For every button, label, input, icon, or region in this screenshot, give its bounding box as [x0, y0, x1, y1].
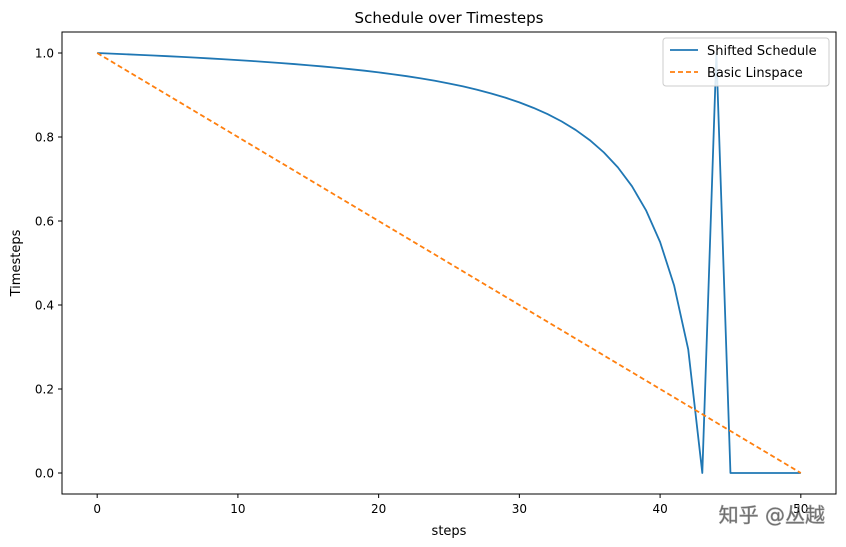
series-line-shifted-schedule [97, 52, 801, 474]
y-tick-label: 0.2 [35, 383, 54, 397]
series-layer [96, 52, 802, 474]
x-tick-label: 10 [230, 502, 245, 516]
x-tick-label: 40 [652, 502, 667, 516]
legend-label-shifted-schedule: Shifted Schedule [707, 44, 817, 59]
y-tick-label: 1.0 [35, 47, 54, 61]
legend-label-basic-linspace: Basic Linspace [707, 66, 803, 81]
x-axis-label: steps [432, 524, 467, 539]
chart-title: Schedule over Timesteps [355, 9, 544, 27]
y-tick-label: 0.0 [35, 467, 54, 481]
x-axis-ticks: 0 10 20 30 40 50 [93, 494, 808, 516]
y-tick-label: 0.6 [35, 215, 54, 229]
plot-area: 0 10 20 30 40 50 0.0 0.2 0.4 0.6 0.8 1.0 [35, 31, 837, 516]
legend-box [662, 37, 830, 87]
watermark: 知乎 @丛越 [719, 503, 825, 527]
x-tick-label: 30 [512, 502, 527, 516]
x-tick-label: 20 [371, 502, 386, 516]
y-axis-ticks: 0.0 0.2 0.4 0.6 0.8 1.0 [35, 47, 62, 481]
x-tick-label: 0 [93, 502, 101, 516]
x-tick-label: 50 [793, 502, 808, 516]
y-axis-label: Timesteps [9, 229, 24, 297]
legend: Shifted Schedule Basic Linspace [662, 37, 830, 87]
y-tick-label: 0.8 [35, 131, 54, 145]
axes-frame [61, 31, 837, 495]
series-line-basic-linspace [96, 52, 802, 474]
y-tick-label: 0.4 [35, 299, 54, 313]
